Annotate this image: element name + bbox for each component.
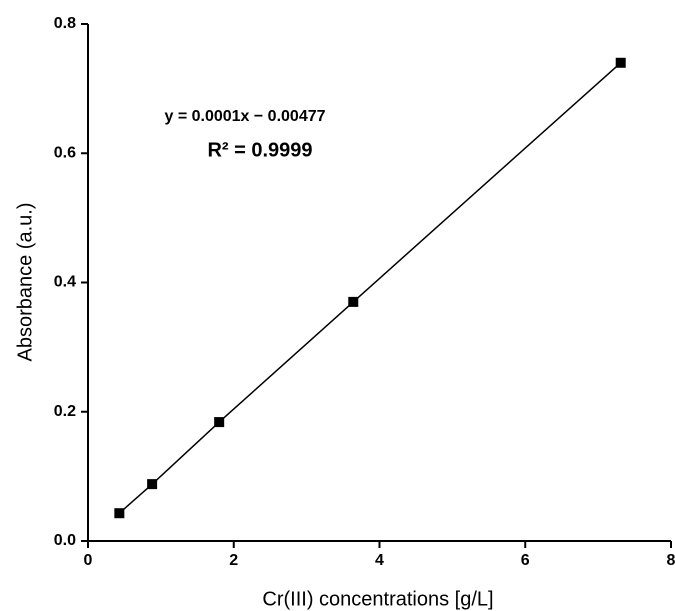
y-axis-title: Absorbance (a.u.) — [14, 203, 36, 362]
x-tick-label: 6 — [521, 552, 530, 569]
y-tick-label: 0.0 — [54, 532, 76, 549]
fit-line — [118, 62, 622, 514]
y-tick-label: 0.4 — [54, 274, 76, 291]
r-squared: R² = 0.9999 — [207, 139, 312, 161]
point — [348, 296, 359, 307]
x-tick-label: 4 — [375, 552, 384, 569]
x-tick-label: 0 — [84, 552, 93, 569]
x-axis-title: Cr(III) concentrations [g/L] — [262, 588, 493, 610]
x-tick-label: 2 — [229, 552, 238, 569]
point — [615, 57, 626, 68]
y-tick-label: 0.6 — [54, 144, 76, 161]
equation: y = 0.0001x − 0.00477 — [164, 108, 325, 125]
point — [214, 417, 225, 428]
x-tick-label: 8 — [667, 552, 675, 569]
y-tick-label: 0.8 — [54, 15, 76, 32]
y-tick-label: 0.2 — [54, 403, 76, 420]
point — [114, 508, 125, 519]
point — [147, 479, 158, 490]
